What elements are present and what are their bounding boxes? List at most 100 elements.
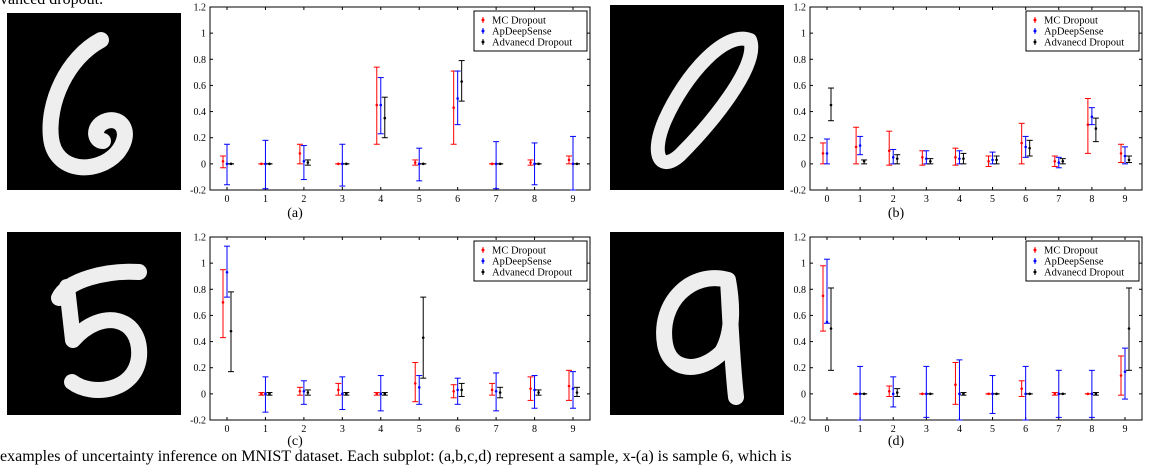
data-point — [571, 162, 575, 166]
subplot-caption-c: (c) — [287, 434, 303, 449]
data-point — [456, 388, 459, 392]
data-point — [821, 294, 825, 298]
y-tick-label: 1 — [201, 29, 206, 40]
digit-image-b — [610, 5, 784, 190]
x-tick-label: 2 — [891, 194, 896, 205]
x-tick-label: 6 — [1023, 194, 1028, 205]
legend-label: Advanecd Dropout — [492, 268, 572, 279]
data-point — [987, 392, 990, 396]
data-point — [460, 388, 463, 392]
data-point — [958, 392, 961, 396]
legend-label: ApDeepSense — [1044, 257, 1104, 268]
data-point — [260, 392, 263, 396]
plot-frame — [809, 6, 1143, 191]
caption-text-bottom: examples of uncertainty inference on MNI… — [0, 448, 792, 465]
data-point — [456, 97, 459, 100]
x-tick-label: 1 — [858, 194, 863, 205]
x-tick-label: 4 — [378, 194, 383, 205]
x-tick-label: 3 — [924, 194, 929, 205]
data-point — [1028, 146, 1031, 150]
data-point — [575, 391, 579, 394]
data-point — [383, 116, 387, 120]
y-tick-label: 0.4 — [194, 107, 207, 118]
data-point — [987, 159, 990, 163]
x-tick-label: 5 — [417, 424, 422, 435]
x-tick-label: 3 — [924, 424, 929, 435]
x-tick-label: 3 — [340, 424, 345, 435]
y-tick-label: 0.8 — [794, 55, 807, 66]
data-point — [413, 382, 417, 385]
chart-c: -0.2 0 0.2 0.4 0.6 0.8 1 1.2 0 1 2 3 4 5 6 7 8 9 MC Dropou… — [180, 230, 600, 435]
data-point — [921, 156, 924, 159]
y-tick-label: 0.8 — [194, 285, 207, 296]
y-tick-label: 0.6 — [194, 81, 207, 92]
data-point — [490, 162, 494, 166]
data-point — [452, 389, 455, 393]
data-point — [821, 152, 825, 155]
data-point — [268, 162, 271, 166]
x-tick-label: 4 — [957, 194, 962, 205]
plot-frame — [809, 236, 1143, 421]
y-tick-label: 0.6 — [794, 311, 807, 322]
legend — [473, 240, 588, 282]
data-point — [490, 388, 494, 392]
y-tick-label: 0.2 — [794, 133, 807, 144]
data-point — [929, 392, 932, 396]
y-tick-label: 1.2 — [194, 233, 207, 244]
data-point — [895, 391, 899, 394]
y-tick-label: 1.2 — [194, 3, 207, 14]
x-tick-label: 8 — [532, 194, 537, 205]
data-point — [862, 159, 866, 163]
data-point — [1119, 374, 1123, 377]
data-point — [421, 336, 425, 339]
x-tick-label: 9 — [1123, 424, 1128, 435]
data-point — [260, 162, 263, 166]
data-point — [962, 157, 965, 160]
data-point — [225, 270, 229, 274]
data-point — [1086, 392, 1090, 396]
data-point — [1123, 154, 1127, 158]
data-point — [829, 327, 833, 330]
y-tick-label: 0.2 — [194, 363, 207, 374]
y-tick-label: 1 — [201, 259, 206, 270]
digit-image-a — [7, 13, 181, 190]
y-tick-label: 0 — [201, 159, 206, 170]
data-point — [1057, 161, 1061, 164]
data-point — [341, 162, 344, 166]
data-point — [221, 159, 225, 163]
data-point — [1090, 392, 1094, 396]
data-point — [995, 392, 998, 396]
data-point — [887, 389, 891, 393]
x-tick-label: 9 — [571, 194, 576, 205]
data-point — [991, 158, 994, 162]
legend-label: Advanecd Dropout — [492, 38, 572, 49]
y-tick-label: 0.2 — [794, 363, 807, 374]
data-point — [1057, 392, 1061, 396]
data-point — [264, 392, 267, 396]
x-tick-label: 9 — [571, 424, 576, 435]
x-tick-label: 0 — [825, 424, 830, 435]
chart-b: -0.2 0 0.2 0.4 0.6 0.8 1 1.2 0 1 2 3 4 5 6 7 8 9 MC Dropou… — [780, 0, 1152, 205]
data-point — [533, 162, 536, 166]
data-point — [1061, 159, 1065, 163]
data-point — [302, 159, 306, 163]
digit-image-d — [610, 232, 784, 415]
legend — [473, 10, 588, 52]
data-point — [954, 383, 957, 387]
y-tick-label: 0 — [801, 159, 806, 170]
data-point — [413, 161, 417, 164]
data-point — [337, 388, 340, 392]
x-tick-label: 7 — [494, 424, 499, 435]
data-point — [1053, 159, 1057, 163]
data-point — [498, 391, 502, 394]
y-tick-label: -0.2 — [790, 186, 806, 197]
data-point — [460, 80, 463, 83]
chart-d: -0.2 0 0.2 0.4 0.6 0.8 1 1.2 0 1 2 3 4 5 6 7 8 9 MC Dropou… — [780, 230, 1152, 435]
y-tick-label: -0.2 — [190, 186, 206, 197]
data-point — [862, 392, 866, 396]
data-point — [375, 392, 379, 396]
x-tick-label: 8 — [1089, 424, 1094, 435]
data-point — [421, 162, 425, 166]
data-point — [229, 162, 233, 166]
data-point — [298, 152, 302, 155]
